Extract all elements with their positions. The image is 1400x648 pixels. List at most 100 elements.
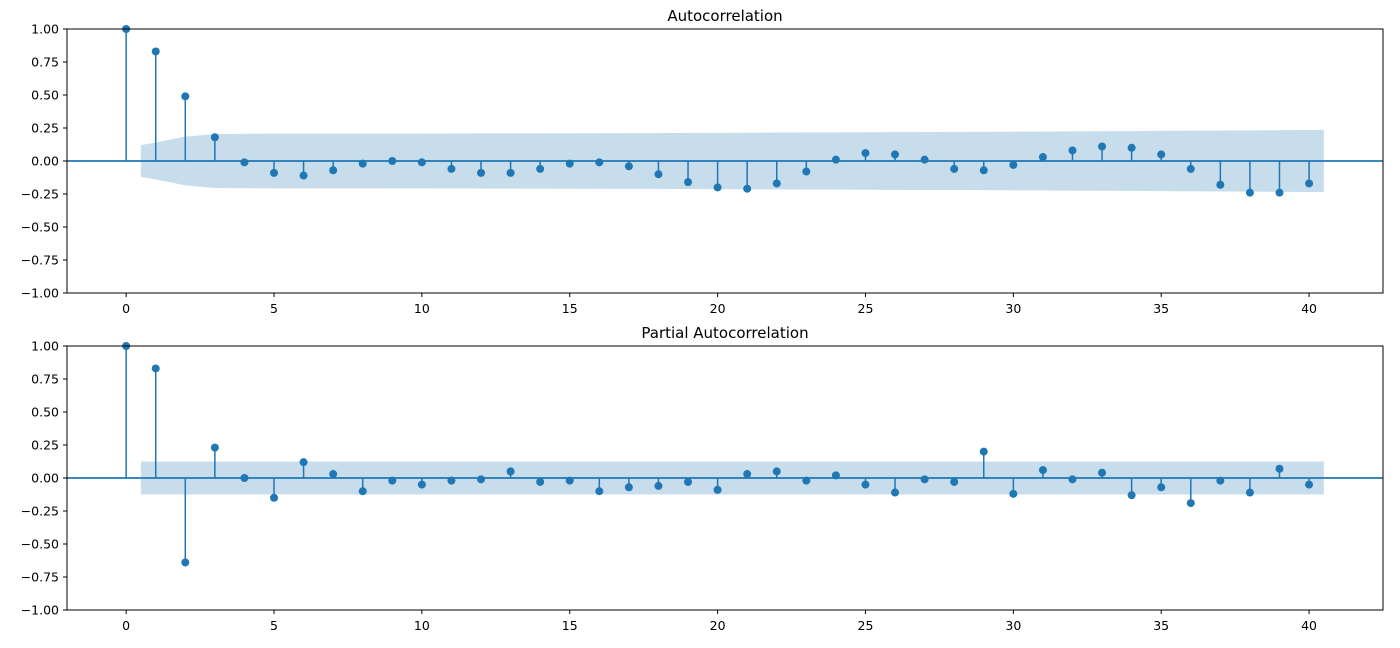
acf-marker-lag-13: [506, 168, 515, 177]
acf-marker-lag-23: [802, 167, 811, 176]
acf-marker-lag-39: [1275, 188, 1284, 197]
acf-marker-lag-37: [1216, 180, 1225, 189]
pacf-y-tick-label: −0.75: [21, 570, 59, 585]
pacf-x-tick-label: 40: [1301, 618, 1317, 633]
pacf-marker-lag-40: [1305, 480, 1314, 489]
acf-x-tick-label: 10: [414, 301, 430, 316]
acf-marker-lag-22: [772, 179, 781, 188]
pacf-x-tick-label: 15: [562, 618, 578, 633]
pacf-y-tick-label: −1.00: [21, 603, 59, 618]
pacf-marker-lag-33: [1098, 468, 1107, 477]
pacf-marker-lag-38: [1245, 488, 1254, 497]
pacf-marker-lag-17: [624, 483, 633, 492]
pacf-x-tick-label: 5: [270, 618, 278, 633]
acf-marker-lag-32: [1068, 146, 1077, 155]
acf-marker-lag-25: [861, 149, 870, 158]
acf-marker-lag-34: [1127, 143, 1136, 152]
acf-x-tick-label: 30: [1005, 301, 1021, 316]
pacf-marker-lag-4: [240, 474, 249, 482]
pacf-marker-lag-16: [595, 487, 604, 496]
pacf-marker-lag-34: [1127, 491, 1136, 500]
acf-marker-lag-36: [1186, 164, 1195, 173]
pacf-marker-lag-26: [891, 488, 900, 497]
acf-marker-lag-15: [565, 159, 574, 168]
acf-marker-lag-9: [388, 157, 397, 165]
pacf-marker-lag-8: [358, 487, 367, 496]
acf-marker-lag-24: [831, 155, 840, 164]
pacf-marker-lag-21: [743, 470, 752, 479]
acf-y-tick-label: −0.75: [21, 253, 59, 268]
acf-marker-lag-14: [536, 164, 545, 173]
acf-marker-lag-38: [1245, 188, 1254, 197]
pacf-y-tick-label: 0.25: [31, 438, 59, 453]
pacf-marker-lag-37: [1216, 476, 1225, 485]
pacf-marker-lag-6: [299, 458, 308, 467]
acf-marker-lag-10: [417, 158, 426, 167]
pacf-marker-lag-1: [151, 364, 160, 373]
acf-marker-lag-3: [210, 133, 219, 142]
pacf-panel: 0 5 10 15 20 25 30 35 40 −1.00 −0.75 −0.50 −0.25 0.00…: [21, 324, 1384, 633]
acf-chart-title: Autocorrelation: [667, 7, 782, 25]
acf-y-tick-label: 1.00: [31, 22, 59, 37]
pacf-marker-lag-32: [1068, 475, 1077, 484]
acf-marker-lag-11: [447, 164, 456, 173]
pacf-x-tick-label: 0: [122, 618, 130, 633]
acf-marker-lag-20: [713, 183, 722, 192]
pacf-marker-lag-39: [1275, 464, 1284, 473]
pacf-chart-title: Partial Autocorrelation: [641, 324, 808, 342]
acf-y-tick-label: 0.00: [31, 154, 59, 169]
acf-marker-lag-4: [240, 158, 249, 167]
acf-marker-lag-27: [920, 155, 929, 164]
pacf-y-tick-label: 1.00: [31, 339, 59, 354]
acf-marker-lag-1: [151, 47, 160, 56]
pacf-marker-lag-35: [1157, 483, 1166, 492]
acf-marker-lag-35: [1157, 150, 1166, 159]
pacf-marker-lag-5: [270, 493, 279, 502]
pacf-marker-lag-10: [417, 480, 426, 489]
pacf-marker-lag-19: [684, 477, 693, 486]
acf-x-tick-label: 35: [1153, 301, 1169, 316]
acf-x-tick-label: 5: [270, 301, 278, 316]
pacf-marker-lag-7: [329, 470, 338, 479]
pacf-x-tick-label: 20: [710, 618, 726, 633]
pacf-marker-lag-24: [831, 471, 840, 480]
pacf-marker-lag-15: [565, 476, 574, 485]
pacf-marker-lag-31: [1038, 466, 1047, 475]
pacf-marker-lag-23: [802, 476, 811, 485]
pacf-marker-lag-29: [979, 447, 988, 456]
acf-marker-lag-30: [1009, 160, 1018, 169]
acf-y-tick-label: −0.25: [21, 187, 59, 202]
pacf-x-tick-label: 25: [858, 618, 874, 633]
pacf-y-tick-label: 0.50: [31, 405, 59, 420]
acf-y-tick-label: −0.50: [21, 220, 59, 235]
acf-y-tick-label: 0.75: [31, 55, 59, 70]
pacf-marker-lag-12: [477, 475, 486, 484]
acf-panel: 0 5 10 15 20 25 30 35 40 −1.00 −0.75 −0.50 −0.25 0.00…: [21, 7, 1384, 316]
pacf-marker-lag-3: [210, 443, 219, 452]
pacf-marker-lag-27: [920, 475, 929, 484]
pacf-marker-lag-14: [536, 477, 545, 486]
pacf-y-tick-label: −0.50: [21, 537, 59, 552]
acf-marker-lag-21: [743, 184, 752, 193]
acf-marker-lag-17: [624, 162, 633, 171]
pacf-marker-lag-18: [654, 481, 663, 490]
pacf-marker-lag-28: [950, 477, 959, 486]
acf-marker-lag-19: [684, 178, 693, 187]
acf-marker-lag-7: [329, 166, 338, 175]
pacf-marker-lag-22: [772, 467, 781, 476]
acf-y-tick-label: 0.50: [31, 88, 59, 103]
pacf-marker-lag-2: [181, 558, 190, 567]
pacf-marker-lag-30: [1009, 489, 1018, 498]
acf-x-tick-label: 25: [858, 301, 874, 316]
pacf-marker-lag-36: [1186, 499, 1195, 508]
acf-x-tick-label: 40: [1301, 301, 1317, 316]
acf-marker-lag-33: [1098, 142, 1107, 151]
acf-marker-lag-28: [950, 164, 959, 173]
acf-marker-lag-6: [299, 171, 308, 180]
pacf-x-tick-label: 30: [1005, 618, 1021, 633]
acf-marker-lag-18: [654, 170, 663, 179]
pacf-marker-lag-9: [388, 476, 397, 485]
pacf-y-tick-label: −0.25: [21, 504, 59, 519]
acf-marker-lag-29: [979, 166, 988, 175]
